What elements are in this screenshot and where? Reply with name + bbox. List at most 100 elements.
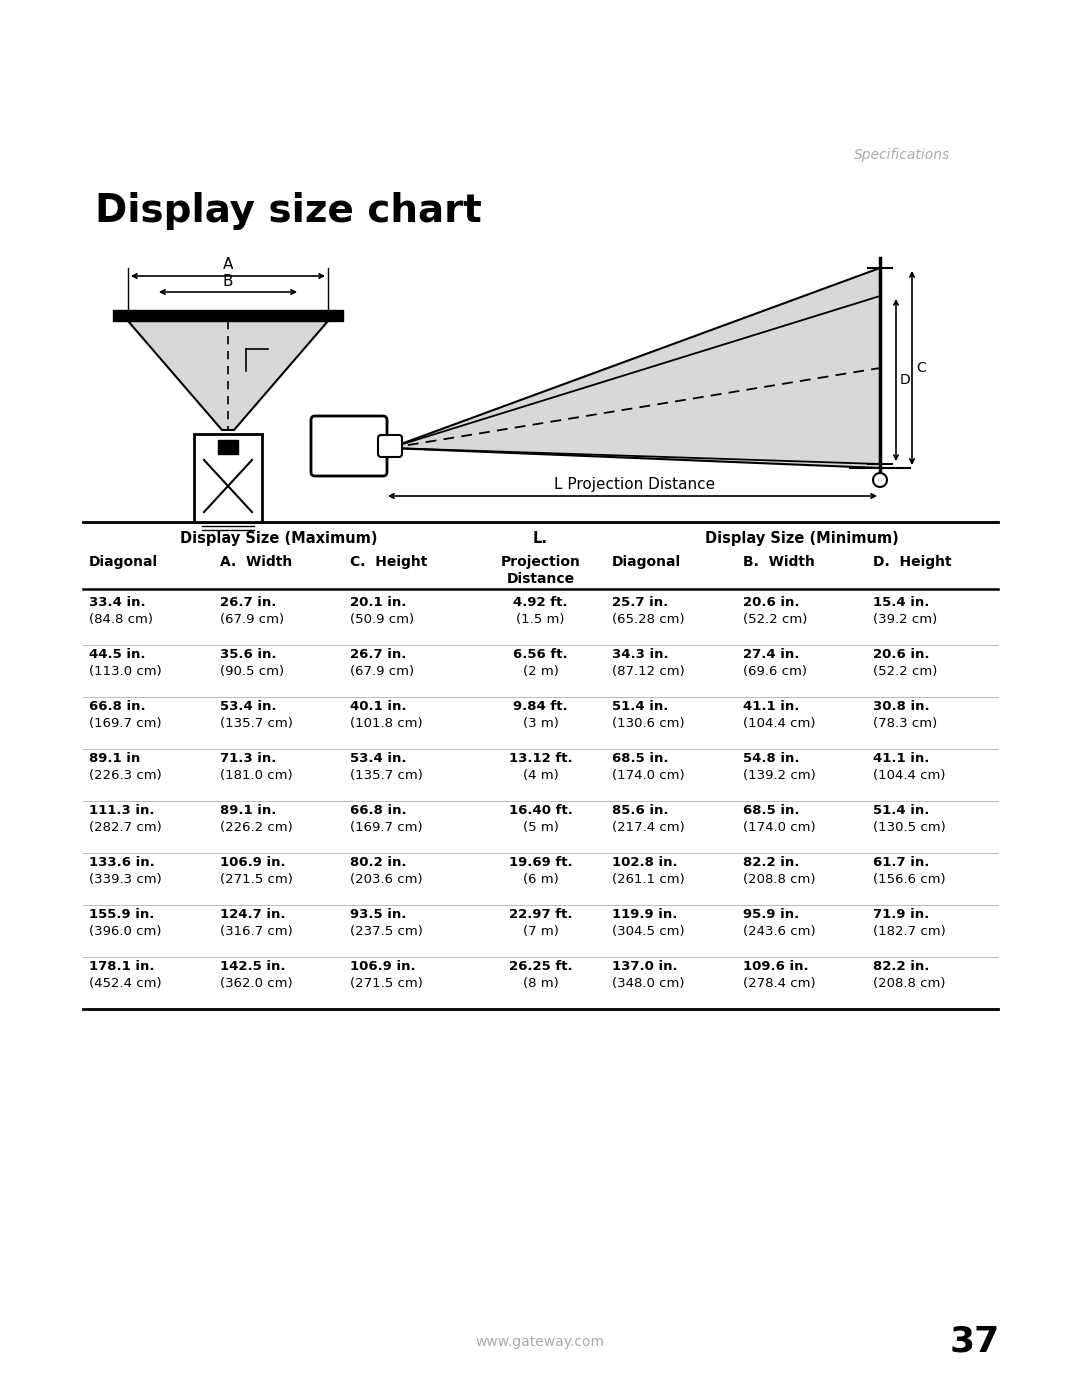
Text: (135.7 cm): (135.7 cm) <box>350 768 423 782</box>
Text: (104.4 cm): (104.4 cm) <box>874 768 946 782</box>
Text: 44.5 in.: 44.5 in. <box>89 648 146 661</box>
Text: 106.9 in.: 106.9 in. <box>219 856 285 869</box>
Text: 25.7 in.: 25.7 in. <box>612 597 669 609</box>
Text: 41.1 in.: 41.1 in. <box>874 752 930 766</box>
Text: (113.0 cm): (113.0 cm) <box>89 665 162 678</box>
Text: 66.8 in.: 66.8 in. <box>89 700 146 712</box>
Text: (1.5 m): (1.5 m) <box>516 613 565 626</box>
Text: (243.6 cm): (243.6 cm) <box>743 925 815 937</box>
Text: 95.9 in.: 95.9 in. <box>743 908 799 921</box>
Text: (217.4 cm): (217.4 cm) <box>612 821 685 834</box>
Text: 51.4 in.: 51.4 in. <box>612 700 669 712</box>
Text: (7 m): (7 m) <box>523 925 558 937</box>
Text: 35.6 in.: 35.6 in. <box>219 648 276 661</box>
Text: (2 m): (2 m) <box>523 665 558 678</box>
Text: B: B <box>222 274 233 289</box>
Text: (87.12 cm): (87.12 cm) <box>612 665 685 678</box>
Text: (237.5 cm): (237.5 cm) <box>350 925 423 937</box>
Text: 106.9 in.: 106.9 in. <box>350 960 416 972</box>
Text: (67.9 cm): (67.9 cm) <box>219 613 284 626</box>
Text: (174.0 cm): (174.0 cm) <box>612 768 685 782</box>
Text: 27.4 in.: 27.4 in. <box>743 648 799 661</box>
Text: 124.7 in.: 124.7 in. <box>219 908 285 921</box>
Text: (130.6 cm): (130.6 cm) <box>612 717 685 731</box>
Text: 66.8 in.: 66.8 in. <box>350 805 407 817</box>
Text: 20.6 in.: 20.6 in. <box>743 597 799 609</box>
Text: 22.97 ft.: 22.97 ft. <box>509 908 572 921</box>
Text: (316.7 cm): (316.7 cm) <box>219 925 293 937</box>
Text: L.: L. <box>534 531 548 546</box>
Text: 178.1 in.: 178.1 in. <box>89 960 154 972</box>
Text: (84.8 cm): (84.8 cm) <box>89 613 153 626</box>
Text: (65.28 cm): (65.28 cm) <box>612 613 685 626</box>
Text: 41.1 in.: 41.1 in. <box>743 700 799 712</box>
Bar <box>218 440 238 454</box>
Text: Display Size (Minimum): Display Size (Minimum) <box>705 531 899 546</box>
Text: 111.3 in.: 111.3 in. <box>89 805 154 817</box>
Text: 155.9 in.: 155.9 in. <box>89 908 154 921</box>
Text: (226.3 cm): (226.3 cm) <box>89 768 162 782</box>
Text: 20.6 in.: 20.6 in. <box>874 648 930 661</box>
Text: (174.0 cm): (174.0 cm) <box>743 821 815 834</box>
Text: (104.4 cm): (104.4 cm) <box>743 717 815 731</box>
Text: (8 m): (8 m) <box>523 977 558 990</box>
Text: 15.4 in.: 15.4 in. <box>874 597 930 609</box>
Text: 71.3 in.: 71.3 in. <box>219 752 276 766</box>
Text: Projection
Distance: Projection Distance <box>500 555 580 587</box>
Text: (208.8 cm): (208.8 cm) <box>743 873 815 886</box>
Text: (304.5 cm): (304.5 cm) <box>612 925 685 937</box>
Text: (181.0 cm): (181.0 cm) <box>219 768 293 782</box>
Text: 30.8 in.: 30.8 in. <box>874 700 930 712</box>
Text: 82.2 in.: 82.2 in. <box>874 960 930 972</box>
Text: D.  Height: D. Height <box>874 555 951 569</box>
Text: (39.2 cm): (39.2 cm) <box>874 613 937 626</box>
Text: 40.1 in.: 40.1 in. <box>350 700 407 712</box>
Text: C.  Height: C. Height <box>350 555 428 569</box>
Text: 89.1 in.: 89.1 in. <box>219 805 276 817</box>
Text: (169.7 cm): (169.7 cm) <box>89 717 162 731</box>
Text: (182.7 cm): (182.7 cm) <box>874 925 946 937</box>
Text: (6 m): (6 m) <box>523 873 558 886</box>
Text: (452.4 cm): (452.4 cm) <box>89 977 162 990</box>
Text: (5 m): (5 m) <box>523 821 558 834</box>
Text: (271.5 cm): (271.5 cm) <box>219 873 293 886</box>
Text: 82.2 in.: 82.2 in. <box>743 856 799 869</box>
Text: 9.84 ft.: 9.84 ft. <box>513 700 568 712</box>
Text: (130.5 cm): (130.5 cm) <box>874 821 946 834</box>
Text: (278.4 cm): (278.4 cm) <box>743 977 815 990</box>
Text: 80.2 in.: 80.2 in. <box>350 856 407 869</box>
Text: 137.0 in.: 137.0 in. <box>612 960 677 972</box>
Text: (69.6 cm): (69.6 cm) <box>743 665 807 678</box>
Text: (396.0 cm): (396.0 cm) <box>89 925 162 937</box>
Text: (156.6 cm): (156.6 cm) <box>874 873 946 886</box>
Text: 34.3 in.: 34.3 in. <box>612 648 669 661</box>
Text: 33.4 in.: 33.4 in. <box>89 597 146 609</box>
Text: www.gateway.com: www.gateway.com <box>475 1336 605 1350</box>
Text: 68.5 in.: 68.5 in. <box>612 752 669 766</box>
Text: 102.8 in.: 102.8 in. <box>612 856 677 869</box>
Text: (50.9 cm): (50.9 cm) <box>350 613 415 626</box>
Text: 51.4 in.: 51.4 in. <box>874 805 930 817</box>
Text: (208.8 cm): (208.8 cm) <box>874 977 946 990</box>
Text: 119.9 in.: 119.9 in. <box>612 908 677 921</box>
Text: (52.2 cm): (52.2 cm) <box>874 665 937 678</box>
Text: 26.25 ft.: 26.25 ft. <box>509 960 572 972</box>
Text: 71.9 in.: 71.9 in. <box>874 908 930 921</box>
Text: (4 m): (4 m) <box>523 768 558 782</box>
Text: B.  Width: B. Width <box>743 555 814 569</box>
Text: D: D <box>900 373 910 387</box>
Text: 68.5 in.: 68.5 in. <box>743 805 799 817</box>
Text: (339.3 cm): (339.3 cm) <box>89 873 162 886</box>
Bar <box>194 434 262 522</box>
Text: (271.5 cm): (271.5 cm) <box>350 977 423 990</box>
Text: Specifications: Specifications <box>854 148 950 162</box>
Text: 26.7 in.: 26.7 in. <box>350 648 407 661</box>
Polygon shape <box>390 268 880 468</box>
Text: (101.8 cm): (101.8 cm) <box>350 717 423 731</box>
Text: (135.7 cm): (135.7 cm) <box>219 717 293 731</box>
Text: 37: 37 <box>950 1324 1000 1359</box>
Text: (203.6 cm): (203.6 cm) <box>350 873 423 886</box>
Text: (282.7 cm): (282.7 cm) <box>89 821 162 834</box>
Text: 6.56 ft.: 6.56 ft. <box>513 648 568 661</box>
Text: 61.7 in.: 61.7 in. <box>874 856 930 869</box>
